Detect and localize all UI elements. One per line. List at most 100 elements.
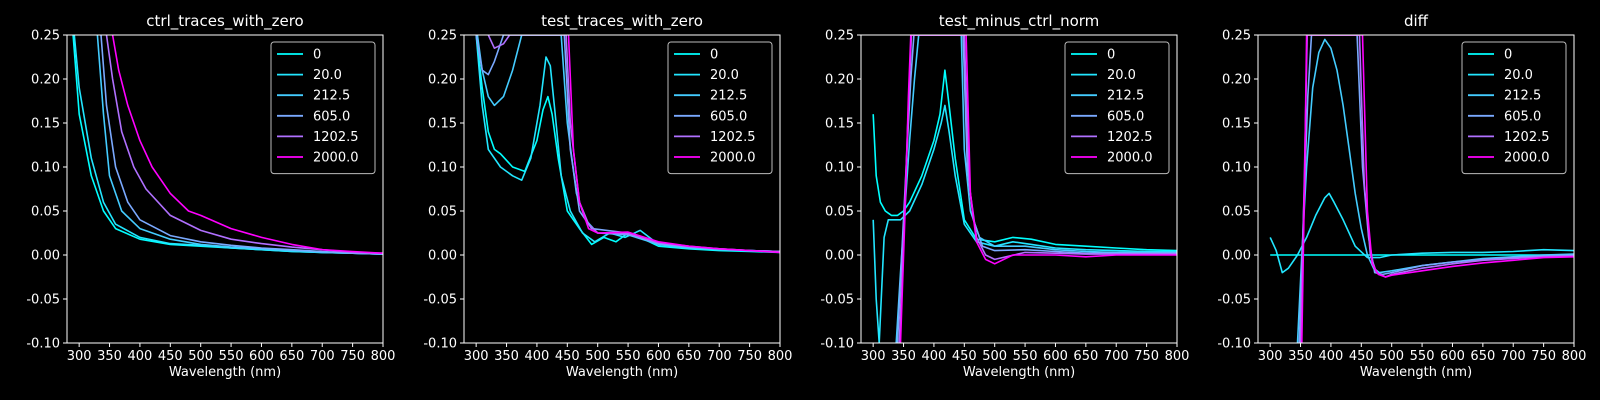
- series-line-1: [1269, 192, 1574, 274]
- x-tick-label: 700: [707, 349, 732, 364]
- x-tick-label: 400: [128, 349, 153, 364]
- legend-label-3: 605.0: [710, 109, 747, 124]
- chart-panel-4: diff Wavelength (nm) 300 350 400 450 500 550 600…: [1217, 12, 1586, 380]
- x-tick-label: 350: [1288, 349, 1313, 364]
- series-line-0: [872, 69, 1177, 252]
- series-line-5: [1301, 35, 1574, 343]
- legend-label-3: 605.0: [1107, 109, 1144, 124]
- x-tick-label: 350: [97, 349, 122, 364]
- y-tick-label: 0.00: [1222, 249, 1251, 264]
- y-tick-label: -0.10: [1217, 337, 1251, 352]
- chart-panel-2: test_traces_with_zero Wavelength (nm) 300 3…: [423, 12, 792, 380]
- x-tick-label: 650: [279, 349, 304, 364]
- x-tick-label: 750: [1134, 349, 1159, 364]
- y-tick-label: -0.05: [26, 293, 60, 308]
- legend-label-2: 212.5: [313, 89, 350, 104]
- x-tick-label: 450: [555, 349, 580, 364]
- legend-label-0: 0: [313, 48, 321, 63]
- y-tick-label: -0.10: [26, 337, 60, 352]
- legend-label-2: 212.5: [710, 89, 747, 104]
- legend: 0 20.0 212.5 605.0 1202.5 2000.0: [667, 41, 773, 175]
- y-tick-label: -0.05: [1217, 293, 1251, 308]
- legend-label-1: 20.0: [313, 68, 342, 83]
- chart-title: diff: [1404, 12, 1429, 30]
- chart-title: test_minus_ctrl_norm: [939, 12, 1100, 31]
- x-tick-label: 600: [1440, 349, 1465, 364]
- legend: 0 20.0 212.5 605.0 1202.5 2000.0: [270, 41, 376, 175]
- x-tick-label: 300: [464, 349, 489, 364]
- y-tick-label: 0.05: [1222, 205, 1251, 220]
- series-group: [1269, 35, 1574, 343]
- legend-label-3: 605.0: [1504, 109, 1541, 124]
- legend-label-4: 1202.5: [1107, 130, 1153, 145]
- y-tick-label: -0.10: [820, 337, 854, 352]
- axes-frame: [1257, 34, 1575, 344]
- series-group: [72, 35, 383, 255]
- y-tick-label: 0.15: [825, 117, 854, 132]
- x-tick-label: 350: [494, 349, 519, 364]
- x-tick-label: 400: [1319, 349, 1344, 364]
- y-tick-label: 0.10: [428, 161, 457, 176]
- x-tick-label: 550: [219, 349, 244, 364]
- x-tick-label: 500: [188, 349, 213, 364]
- legend-label-0: 0: [1107, 48, 1115, 63]
- x-tick-label: 600: [249, 349, 274, 364]
- y-tick-label: 0.05: [825, 205, 854, 220]
- x-tick-label: 450: [1349, 349, 1374, 364]
- legend-label-4: 1202.5: [313, 130, 359, 145]
- legend-label-0: 0: [1504, 48, 1512, 63]
- x-tick-label: 400: [922, 349, 947, 364]
- x-tick-label: 550: [1410, 349, 1435, 364]
- y-tick-label: 0.20: [1222, 73, 1251, 88]
- x-tick-label: 450: [158, 349, 183, 364]
- series-group: [872, 35, 1177, 343]
- legend-label-1: 20.0: [710, 68, 739, 83]
- y-tick-label: 0.05: [428, 205, 457, 220]
- legend-label-4: 1202.5: [710, 130, 756, 145]
- legend-label-1: 20.0: [1504, 68, 1533, 83]
- x-tick-label: 800: [371, 349, 396, 364]
- x-tick-label: 650: [1073, 349, 1098, 364]
- y-tick-label: 0.15: [31, 117, 60, 132]
- x-tick-label: 500: [585, 349, 610, 364]
- legend-label-5: 2000.0: [313, 151, 359, 166]
- series-line-5: [899, 35, 1177, 343]
- x-tick-label: 750: [340, 349, 365, 364]
- y-tick-label: -0.05: [820, 293, 854, 308]
- x-axis-label: Wavelength (nm): [1360, 365, 1472, 380]
- y-tick-label: 0.20: [31, 73, 60, 88]
- series-line-5: [567, 35, 780, 254]
- y-tick-label: 0.10: [825, 161, 854, 176]
- y-tick-label: 0.15: [428, 117, 457, 132]
- x-tick-label: 650: [676, 349, 701, 364]
- y-tick-label: -0.05: [423, 293, 457, 308]
- x-tick-label: 300: [861, 349, 886, 364]
- legend-label-5: 2000.0: [1107, 151, 1153, 166]
- y-tick-label: 0.00: [825, 249, 854, 264]
- x-axis-label: Wavelength (nm): [566, 365, 678, 380]
- x-tick-label: 300: [67, 349, 92, 364]
- series-line-1: [872, 104, 1177, 343]
- y-tick-label: 0.10: [1222, 161, 1251, 176]
- series-line-5: [111, 35, 383, 254]
- legend-label-4: 1202.5: [1504, 130, 1550, 145]
- x-tick-label: 450: [952, 349, 977, 364]
- x-tick-label: 800: [1165, 349, 1190, 364]
- chart-title: test_traces_with_zero: [541, 12, 703, 31]
- y-tick-label: 0.10: [31, 161, 60, 176]
- x-tick-label: 800: [768, 349, 793, 364]
- y-tick-label: 0.15: [1222, 117, 1251, 132]
- y-tick-label: 0.20: [825, 73, 854, 88]
- legend-label-1: 20.0: [1107, 68, 1136, 83]
- chart-panel-3: test_minus_ctrl_norm Wavelength (nm) 300 35…: [820, 12, 1189, 380]
- x-tick-label: 350: [891, 349, 916, 364]
- legend: 0 20.0 212.5 605.0 1202.5 2000.0: [1461, 41, 1567, 175]
- x-tick-label: 550: [1013, 349, 1038, 364]
- y-tick-label: 0.25: [31, 29, 60, 44]
- legend-label-2: 212.5: [1107, 89, 1144, 104]
- y-tick-label: 0.25: [428, 29, 457, 44]
- x-tick-label: 500: [1379, 349, 1404, 364]
- y-tick-label: 0.25: [825, 29, 854, 44]
- x-tick-label: 600: [1043, 349, 1068, 364]
- x-tick-label: 600: [646, 349, 671, 364]
